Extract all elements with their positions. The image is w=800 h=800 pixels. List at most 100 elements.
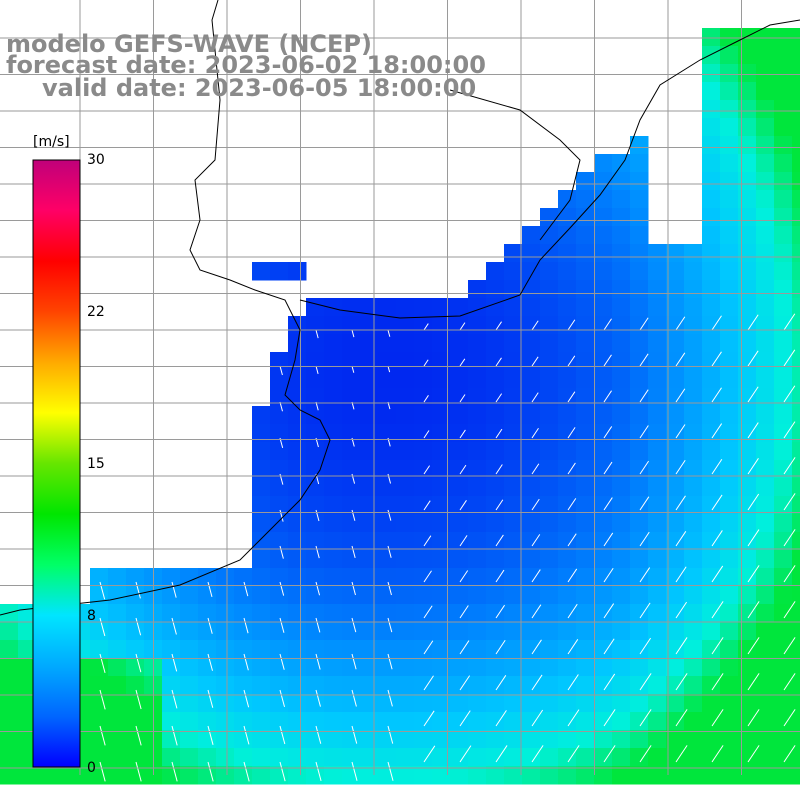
field-cell [126, 604, 145, 623]
field-cell [288, 676, 307, 695]
field-cell [756, 604, 775, 623]
field-cell [720, 262, 739, 281]
field-cell [648, 370, 667, 389]
field-cell [414, 532, 433, 551]
wind-arrow [279, 545, 284, 559]
field-cell [414, 316, 433, 335]
field-cell [756, 244, 775, 263]
field-cell [738, 334, 757, 353]
field-cell [540, 406, 559, 425]
field-cell [378, 532, 397, 551]
field-cell [756, 676, 775, 695]
field-cell [702, 172, 721, 191]
field-cell [234, 604, 253, 623]
field-cell [180, 712, 199, 731]
field-cell [198, 712, 217, 731]
field-cell [396, 298, 415, 317]
field-cell [774, 658, 793, 677]
field-cell [738, 136, 757, 155]
field-cell [540, 568, 559, 587]
field-cell [648, 514, 667, 533]
wind-arrow [639, 637, 652, 655]
field-cell [594, 226, 613, 245]
field-cell [792, 334, 800, 353]
field-cell [450, 388, 469, 407]
field-cell [738, 28, 757, 47]
field-cell [738, 352, 757, 371]
field-cell [306, 550, 325, 569]
lat-lon-grid [0, 0, 800, 775]
field-cell [540, 496, 559, 515]
field-cell [504, 352, 523, 371]
field-cell [414, 586, 433, 605]
field-cell [288, 334, 307, 353]
field-cell [720, 514, 739, 533]
field-cell [378, 676, 397, 695]
title-model: modelo GEFS-WAVE (NCEP) [6, 30, 372, 58]
field-cell [594, 370, 613, 389]
field-cell [630, 550, 649, 569]
field-cell [648, 478, 667, 497]
field-cell [396, 568, 415, 587]
field-cell [720, 172, 739, 191]
field-cell [792, 586, 800, 605]
field-cell [720, 388, 739, 407]
wind-arrow [783, 637, 796, 655]
field-cell [666, 280, 685, 299]
field-cell [684, 370, 703, 389]
field-cell [702, 640, 721, 659]
field-cell [288, 586, 307, 605]
field-cell [18, 622, 37, 641]
wind-arrow [387, 761, 394, 781]
wind-arrow [315, 329, 319, 339]
field-cell [558, 406, 577, 425]
field-cell [360, 748, 379, 767]
field-cell [162, 640, 181, 659]
field-cell [774, 190, 793, 209]
field-cell [576, 514, 595, 533]
field-cell [432, 730, 451, 749]
field-cell [324, 478, 343, 497]
field-cell [522, 226, 541, 245]
field-cell [630, 244, 649, 263]
field-cell [738, 568, 757, 587]
field-cell [576, 388, 595, 407]
field-cell [468, 478, 487, 497]
field-cell [630, 532, 649, 551]
field-cell [756, 766, 775, 785]
field-cell [630, 370, 649, 389]
field-cell [324, 694, 343, 713]
wind-arrow [99, 617, 106, 637]
field-cell [738, 658, 757, 677]
wind-arrow [783, 565, 796, 583]
field-cell [504, 640, 523, 659]
field-cell [702, 442, 721, 461]
field-cell [468, 622, 487, 641]
field-cell [198, 658, 217, 677]
field-cell [234, 676, 253, 695]
field-cell [702, 352, 721, 371]
field-cell [774, 694, 793, 713]
wind-arrow [387, 509, 392, 521]
wind-arrow [711, 565, 724, 583]
wind-arrow [747, 386, 759, 403]
field-cell [630, 514, 649, 533]
field-cell [252, 622, 271, 641]
field-cell [396, 586, 415, 605]
field-cell [450, 568, 469, 587]
field-cell [450, 694, 469, 713]
field-cell [612, 190, 631, 209]
field-cell [540, 388, 559, 407]
field-cell [504, 406, 523, 425]
field-cell [540, 694, 559, 713]
field-cell [540, 586, 559, 605]
field-cell [342, 622, 361, 641]
field-cell [108, 604, 127, 623]
wind-arrow [351, 653, 357, 670]
field-cell [738, 82, 757, 101]
field-cell [594, 460, 613, 479]
field-cell [720, 334, 739, 353]
field-cell [612, 712, 631, 731]
wind-arrow [783, 601, 796, 619]
wind-arrow [639, 353, 649, 367]
